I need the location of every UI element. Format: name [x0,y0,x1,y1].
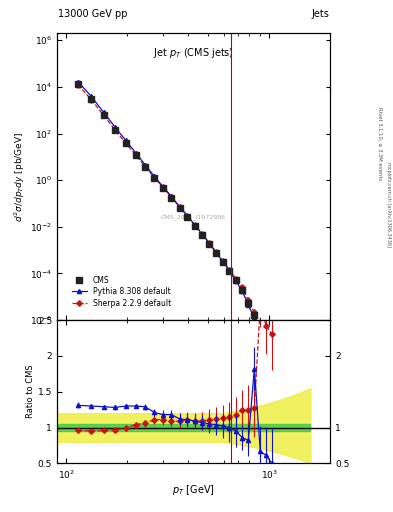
CMS [101,112,106,118]
CMS [169,195,174,201]
CMS [227,268,232,274]
Y-axis label: Ratio to CMS: Ratio to CMS [26,365,35,418]
CMS [252,312,257,318]
Text: Jet $p_T$ (CMS jets): Jet $p_T$ (CMS jets) [153,46,234,60]
Text: 13000 GeV pp: 13000 GeV pp [58,9,128,19]
CMS [193,223,197,229]
Text: Rivet 3.1.10, ≥ 3.3M events: Rivet 3.1.10, ≥ 3.3M events [377,106,382,180]
CMS [177,205,182,211]
CMS [233,278,238,284]
CMS [292,396,296,402]
CMS [258,323,263,329]
Text: CMS_2021_I1972986: CMS_2021_I1972986 [161,214,226,220]
Y-axis label: $d^{2}\sigma/dp_{T}dy$ [pb/GeV]: $d^{2}\sigma/dp_{T}dy$ [pb/GeV] [13,132,27,222]
CMS [75,81,80,88]
CMS [133,153,138,159]
CMS [143,164,147,170]
CMS [161,185,165,191]
CMS [281,371,285,377]
CMS [275,359,280,365]
CMS [240,287,244,293]
CMS [270,347,274,353]
CMS [220,259,225,265]
X-axis label: $p_T$ [GeV]: $p_T$ [GeV] [172,483,215,497]
CMS [185,214,189,220]
CMS [89,96,94,102]
Legend: CMS, Pythia 8.308 default, Sherpa 2.2.9 default: CMS, Pythia 8.308 default, Sherpa 2.2.9 … [72,276,171,308]
CMS [246,300,251,306]
CMS [297,409,302,415]
Text: mcplots.cern.ch [arXiv:1306.3436]: mcplots.cern.ch [arXiv:1306.3436] [386,162,391,247]
CMS [264,335,268,342]
Text: Jets: Jets [312,9,329,19]
CMS [302,424,307,431]
CMS [207,241,211,247]
CMS [123,140,128,146]
Line: CMS: CMS [75,81,307,430]
CMS [113,126,118,133]
CMS [214,250,219,256]
CMS [152,175,157,181]
CMS [286,384,291,390]
CMS [200,232,204,238]
